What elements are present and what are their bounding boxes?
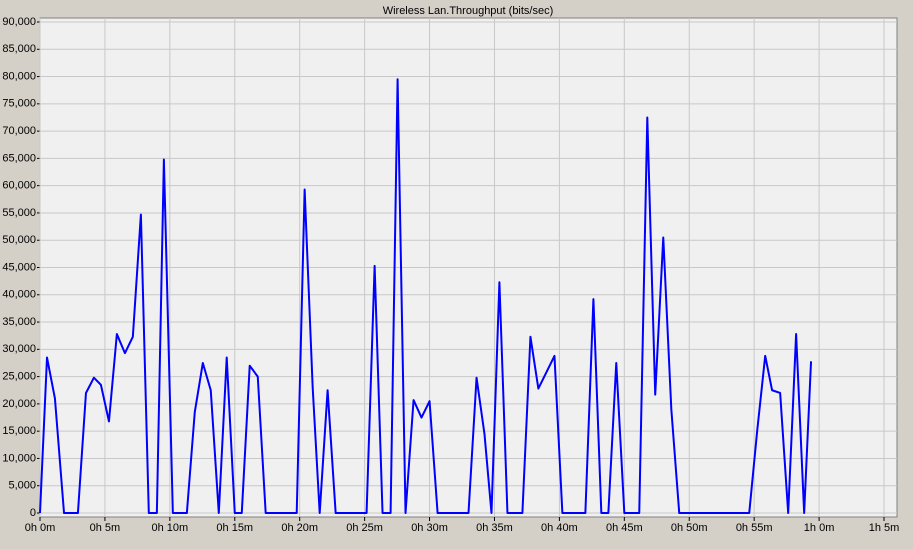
x-tick-label: 0h 35m (476, 522, 513, 534)
x-tick-label: 0h 25m (346, 522, 383, 534)
x-tick-label: 0h 0m (25, 522, 56, 534)
y-tick-label: 50,000 (2, 234, 36, 246)
y-tick-label: 90,000 (2, 16, 36, 28)
y-tick-label: 75,000 (2, 98, 36, 110)
y-tick-label: 30,000 (2, 343, 36, 355)
x-tick-label: 0h 50m (671, 522, 708, 534)
y-tick-label: 15,000 (2, 425, 36, 437)
y-tick-label: 70,000 (2, 125, 36, 137)
x-tick-label: 0h 10m (151, 522, 188, 534)
x-tick-label: 1h 0m (804, 522, 835, 534)
y-tick-label: 55,000 (2, 207, 36, 219)
x-tick-label: 0h 40m (541, 522, 578, 534)
x-tick-label: 0h 15m (216, 522, 253, 534)
x-tick-label: 0h 20m (281, 522, 318, 534)
x-tick-label: 0h 5m (90, 522, 121, 534)
x-tick-label: 0h 55m (736, 522, 773, 534)
y-tick-label: 35,000 (2, 316, 36, 328)
y-tick-label: 80,000 (2, 70, 36, 82)
y-tick-label: 85,000 (2, 43, 36, 55)
y-tick-label: 20,000 (2, 398, 36, 410)
x-tick-label: 0h 45m (606, 522, 643, 534)
chart-title: Wireless Lan.Throughput (bits/sec) (383, 5, 554, 17)
x-tick-label: 1h 5m (869, 522, 900, 534)
x-tick-label: 0h 30m (411, 522, 448, 534)
y-tick-label: 25,000 (2, 371, 36, 383)
y-tick-label: 60,000 (2, 180, 36, 192)
y-tick-label: 45,000 (2, 261, 36, 273)
y-tick-label: 10,000 (2, 452, 36, 464)
y-tick-label: 40,000 (2, 289, 36, 301)
y-tick-label: 65,000 (2, 152, 36, 164)
y-tick-label: 0 (30, 507, 36, 519)
data-line (39, 78, 813, 514)
y-tick-label: 5,000 (8, 480, 36, 492)
